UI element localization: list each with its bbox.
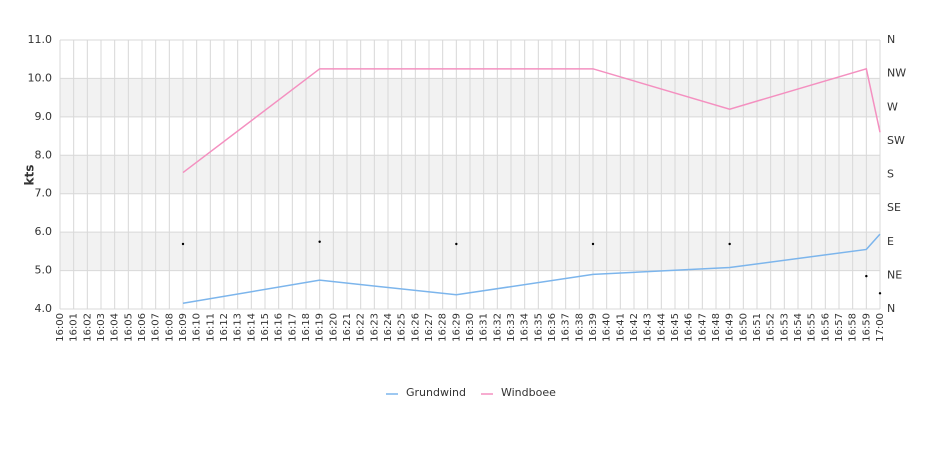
x-tick-label: 16:20 <box>328 313 339 342</box>
legend: Grundwind Windboee <box>386 386 556 399</box>
x-tick-label: 16:47 <box>697 313 708 342</box>
x-tick-label: 16:41 <box>615 313 626 342</box>
x-tick-label: 16:58 <box>848 313 859 342</box>
y-tick-label: 4.0 <box>35 302 53 315</box>
y-tick-label: 9.0 <box>35 110 53 123</box>
y2-tick-label: SW <box>887 134 905 147</box>
y-tick-label: 7.0 <box>35 187 53 200</box>
x-tick-label: 16:33 <box>506 313 517 342</box>
x-tick-label: 16:13 <box>233 313 244 342</box>
x-tick-label: 16:55 <box>807 313 818 342</box>
x-tick-label: 17:00 <box>875 313 886 342</box>
y2-tick-label: N <box>887 33 895 46</box>
y-tick-label: 6.0 <box>35 225 53 238</box>
direction-point <box>181 242 185 246</box>
series-line <box>182 233 881 304</box>
x-tick-label: 16:40 <box>602 313 613 342</box>
y2-tick-label: N <box>887 302 895 315</box>
x-tick-label: 16:10 <box>192 313 203 342</box>
series-line <box>182 67 881 174</box>
x-tick-label: 16:49 <box>725 313 736 342</box>
x-tick-label: 16:29 <box>451 313 462 342</box>
x-tick-label: 16:57 <box>834 313 845 342</box>
x-tick-label: 16:34 <box>520 313 531 342</box>
x-tick-label: 16:42 <box>629 313 640 342</box>
x-tick-label: 16:46 <box>684 313 695 342</box>
x-tick-label: 16:50 <box>738 313 749 342</box>
legend-label: Windboee <box>501 386 556 399</box>
x-tick-label: 16:12 <box>219 313 230 342</box>
x-tick-label: 16:01 <box>69 313 80 342</box>
direction-point <box>318 240 321 243</box>
x-tick-label: 16:54 <box>793 313 804 342</box>
y-axis-label: kts <box>23 165 37 186</box>
y2-tick-label: S <box>887 168 894 181</box>
x-tick-label: 16:45 <box>670 313 681 342</box>
direction-point <box>878 292 882 295</box>
x-tick-label: 16:35 <box>533 313 544 342</box>
x-tick-label: 16:23 <box>369 313 380 342</box>
x-tick-label: 16:06 <box>137 313 148 342</box>
x-tick-label: 16:05 <box>123 313 134 342</box>
x-tick-label: 16:19 <box>315 313 326 342</box>
x-tick-label: 16:43 <box>643 313 654 342</box>
x-tick-label: 16:51 <box>752 313 763 342</box>
x-tick-label: 16:32 <box>492 313 503 342</box>
x-tick-label: 16:11 <box>205 313 216 342</box>
y-tick-label: 11.0 <box>28 33 53 46</box>
direction-point <box>455 242 458 246</box>
x-tick-label: 16:52 <box>766 313 777 342</box>
x-tick-label: 16:25 <box>397 313 408 342</box>
x-tick-label: 16:08 <box>164 313 175 342</box>
y2-tick-label: SE <box>887 201 901 214</box>
x-tick-label: 16:48 <box>711 313 722 342</box>
x-tick-label: 16:28 <box>438 313 449 342</box>
y-tick-label: 8.0 <box>35 148 53 161</box>
x-tick-label: 16:36 <box>547 313 558 342</box>
y-tick-label: 5.0 <box>35 264 53 277</box>
x-tick-label: 16:53 <box>779 313 790 342</box>
y-tick-label: 10.0 <box>28 71 53 84</box>
legend-label: Grundwind <box>406 386 466 399</box>
y2-tick-label: W <box>887 100 898 113</box>
y2-tick-label: E <box>887 235 894 248</box>
x-tick-label: 16:22 <box>356 313 367 342</box>
x-tick-label: 16:02 <box>82 313 93 342</box>
direction-point <box>591 242 595 246</box>
x-tick-label: 16:39 <box>588 313 599 342</box>
x-tick-label: 16:44 <box>656 313 667 342</box>
x-tick-label: 16:15 <box>260 313 271 342</box>
y2-tick-label: NW <box>887 67 906 80</box>
x-tick-label: 16:04 <box>110 313 121 342</box>
x-tick-label: 16:59 <box>861 313 872 342</box>
x-tick-label: 16:24 <box>383 313 394 342</box>
y2-tick-label: NE <box>887 268 902 281</box>
x-tick-label: 16:03 <box>96 313 107 342</box>
x-tick-label: 16:17 <box>287 313 298 342</box>
x-tick-label: 16:31 <box>479 313 490 342</box>
x-tick-label: 16:21 <box>342 313 353 342</box>
direction-point <box>865 274 868 278</box>
x-tick-label: 16:18 <box>301 313 312 342</box>
x-tick-label: 16:27 <box>424 313 435 342</box>
x-tick-label: 16:38 <box>574 313 585 342</box>
x-tick-label: 16:07 <box>151 313 162 342</box>
x-tick-label: 16:37 <box>561 313 572 342</box>
x-tick-label: 16:26 <box>410 313 421 342</box>
direction-point <box>728 242 731 246</box>
x-tick-label: 16:16 <box>274 313 285 342</box>
x-tick-label: 16:14 <box>246 313 257 342</box>
x-tick-label: 16:00 <box>55 313 66 342</box>
x-tick-label: 16:56 <box>820 313 831 342</box>
x-tick-label: 16:30 <box>465 313 476 342</box>
x-tick-label: 16:09 <box>178 313 189 342</box>
